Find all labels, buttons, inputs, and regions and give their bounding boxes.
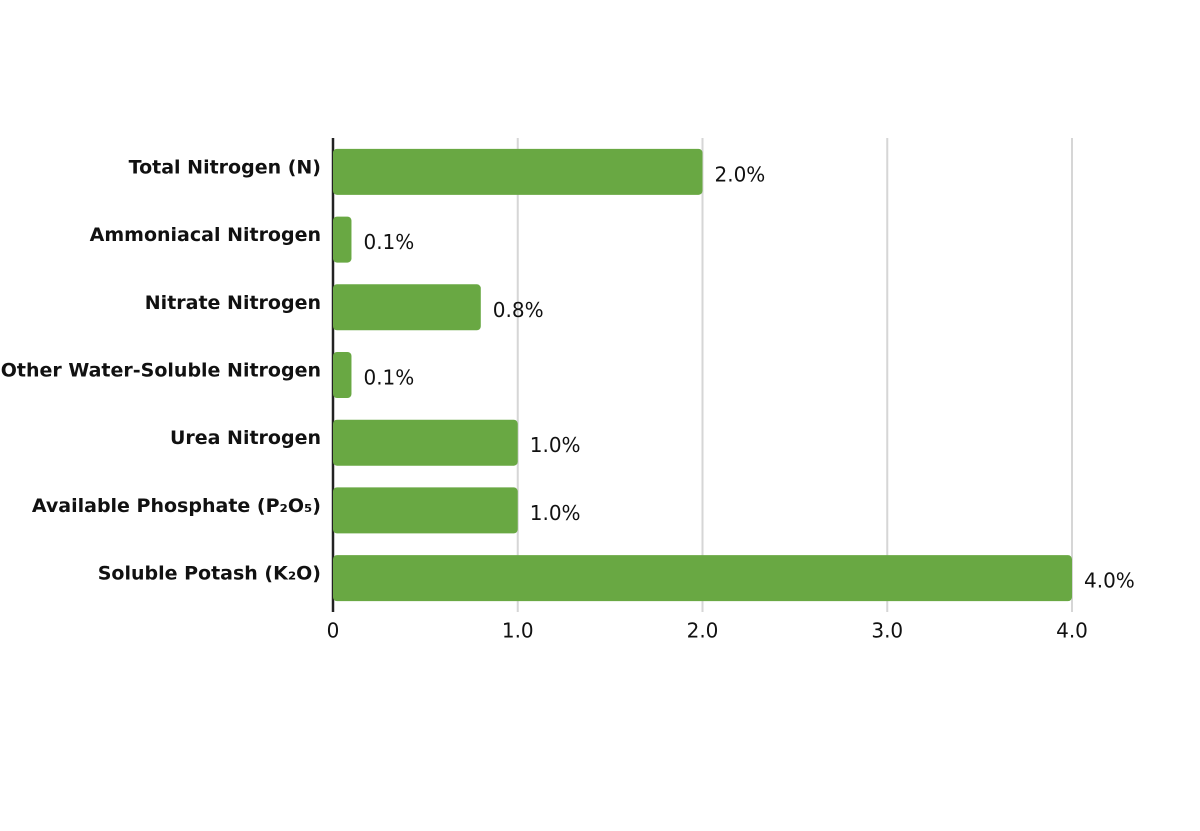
bar (333, 148, 703, 195)
bar (333, 555, 1072, 602)
value-label: 0.1% (363, 366, 414, 390)
value-label: 0.1% (363, 230, 414, 254)
bar (333, 419, 518, 466)
x-tick-label: 1.0 (502, 619, 534, 643)
y-tick-label: Urea Nitrogen (170, 427, 321, 449)
value-label: 1.0% (530, 433, 581, 457)
y-tick-label: Other Water-Soluble Nitrogen (1, 360, 321, 382)
value-label: 2.0% (715, 162, 766, 186)
value-label: 4.0% (1084, 569, 1135, 593)
y-tick-label: Total Nitrogen (N) (129, 156, 321, 178)
x-tick-label: 0 (327, 619, 340, 643)
y-tick-label: Available Phosphate (P₂O₅) (32, 495, 321, 517)
bar (333, 352, 352, 398)
x-tick-label: 3.0 (871, 619, 903, 643)
bar (333, 216, 352, 263)
value-label: 1.0% (530, 501, 581, 525)
y-tick-label: Ammoniacal Nitrogen (90, 224, 321, 246)
x-tick-label: 2.0 (687, 619, 719, 643)
y-tick-label: Soluble Potash (K₂O) (98, 563, 321, 585)
bar (333, 284, 481, 331)
x-tick-label: 4.0 (1056, 619, 1088, 643)
value-label: 0.8% (493, 298, 544, 322)
bar (333, 487, 518, 534)
y-tick-label: Nitrate Nitrogen (145, 292, 321, 314)
